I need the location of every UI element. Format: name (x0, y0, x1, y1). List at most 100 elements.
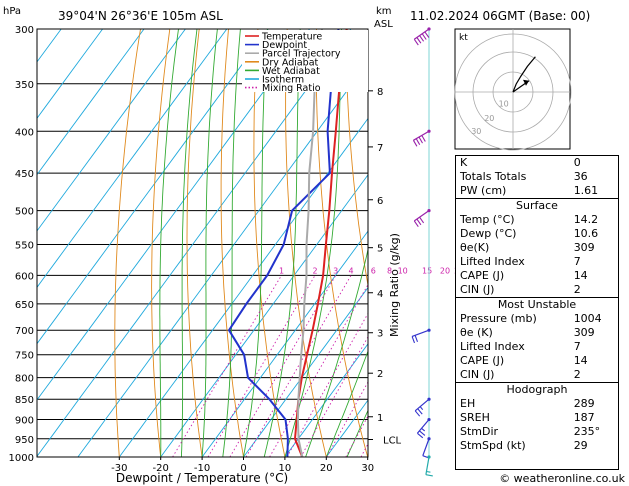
index-value: 14.2 (573, 213, 599, 226)
wind-barb-feather (417, 408, 423, 415)
dry-adiabat (375, 29, 450, 457)
index-label: θe(K) (460, 241, 490, 254)
mixing-ratio-line (207, 275, 316, 457)
wet-adiabat (346, 409, 368, 457)
legend-label: Dry Adiabat (262, 57, 319, 68)
temp-tick-label: 10 (279, 463, 292, 474)
pressure-tick-label: 1000 (9, 453, 34, 464)
pressure-tick-label: 900 (15, 416, 34, 427)
km-tick-label: 5 (377, 244, 383, 255)
wind-barb-feather (419, 430, 426, 436)
temp-tick-label: 20 (320, 463, 333, 474)
mixing-ratio-axis-title: Mixing Ratio (g/kg) (388, 233, 401, 337)
temp-tick-label: 30 (361, 463, 374, 474)
wind-barb-feather (416, 218, 422, 226)
temp-tick-label: 0 (240, 463, 246, 474)
wind-barb-feather (412, 140, 418, 147)
pressure-tick-label: 400 (15, 127, 34, 138)
wind-barb-feather (419, 216, 425, 224)
mixing-ratio-line (326, 381, 368, 457)
isotherm (77, 61, 368, 457)
pressure-unit: hPa (3, 6, 21, 17)
dry-adiabat (285, 29, 327, 457)
index-value: 187 (573, 411, 595, 424)
index-label: EH (460, 397, 476, 410)
km-tick-label: 3 (377, 329, 383, 340)
mixing-ratio-label: 4 (348, 266, 353, 275)
index-row: Pressure (mb) 1004 (456, 312, 618, 326)
wet-adiabat (180, 29, 198, 457)
wind-barb-dot (427, 208, 431, 213)
index-value: 14 (573, 269, 588, 282)
index-value: 309 (573, 326, 595, 339)
isotherm (37, 29, 352, 457)
legend-label: Wet Adiabat (262, 66, 320, 77)
mixing-ratio-line (269, 283, 368, 457)
grid-layer (37, 29, 450, 457)
index-label: CIN (J) (460, 368, 495, 381)
mixing-ratio-line (245, 275, 352, 457)
wind-barb (416, 419, 430, 434)
pressure-tick-label: 950 (15, 435, 34, 446)
index-value: 0 (573, 156, 581, 169)
index-row: StmSpd (kt) 29 (456, 439, 618, 453)
index-label: Pressure (mb) (460, 312, 537, 325)
km-tick-label: 2 (377, 369, 383, 380)
index-label: Dewp (°C) (460, 227, 517, 240)
isotherm (37, 29, 269, 345)
isotherm (284, 343, 368, 457)
index-value: 7 (573, 340, 581, 353)
pressure-tick-label: 350 (15, 80, 34, 91)
x-axis-title: Dewpoint / Temperature (°C) (116, 471, 288, 485)
index-value: 289 (573, 397, 595, 410)
mixing-ratio-label: 2 (312, 266, 317, 275)
index-value: 29 (573, 439, 588, 452)
pressure-tick-label: 450 (15, 169, 34, 180)
pressure-tick-label: 600 (15, 271, 34, 282)
dry-adiabat (186, 29, 203, 457)
index-label: SREH (460, 411, 490, 424)
series-layer (228, 29, 348, 457)
index-row: CAPE (J) 14 (456, 354, 618, 368)
km-tick-label: 7 (377, 143, 383, 154)
index-row: θe (K) 309 (456, 326, 618, 340)
wet-adiabat (222, 29, 241, 457)
hodograph-unit: kt (459, 33, 468, 43)
km-tick-label: LCL (383, 436, 402, 447)
dry-adiabat (345, 29, 368, 288)
isotherm (37, 29, 228, 289)
km-tick-label: 1 (377, 413, 383, 424)
index-label: K (460, 156, 468, 169)
wind-barb (413, 28, 430, 40)
temp-tick-label: -20 (153, 463, 169, 474)
wind-barb-feather (421, 135, 426, 142)
mixing-ratio-label: 20 (440, 266, 450, 275)
storm-motion-arrowhead (523, 79, 529, 86)
location-label: 39°04'N 26°36'E 105m ASL (58, 9, 223, 23)
isotherm (37, 29, 145, 176)
wind-barb-dot (427, 417, 431, 422)
wind-barb-feather (426, 470, 431, 473)
index-row: Lifted Index 7 (456, 255, 618, 269)
credit-label: © weatheronline.co.uk (499, 472, 625, 485)
height-unit-km: km (376, 6, 392, 17)
wet-adiabat (201, 29, 218, 457)
index-label: PW (cm) (460, 184, 507, 197)
index-label: Temp (°C) (460, 213, 515, 226)
dry-adiabat (315, 29, 368, 457)
wind-barb-feather (413, 220, 419, 228)
hodograph-ring-label: 20 (484, 114, 494, 123)
wind-barbs (411, 27, 433, 477)
series-parcel-trajectory (296, 29, 323, 457)
index-label: Lifted Index (460, 340, 525, 353)
wind-barb-feather (421, 427, 426, 432)
dry-adiabat (114, 29, 141, 457)
index-value: 10.6 (573, 227, 599, 240)
surface-title: Surface (516, 199, 558, 212)
index-row: θe(K) 309 (456, 241, 618, 255)
km-tick-label: 4 (377, 289, 383, 300)
wind-barb-feather (414, 410, 421, 417)
index-label: StmDir (460, 425, 499, 438)
isotherm (37, 29, 310, 401)
